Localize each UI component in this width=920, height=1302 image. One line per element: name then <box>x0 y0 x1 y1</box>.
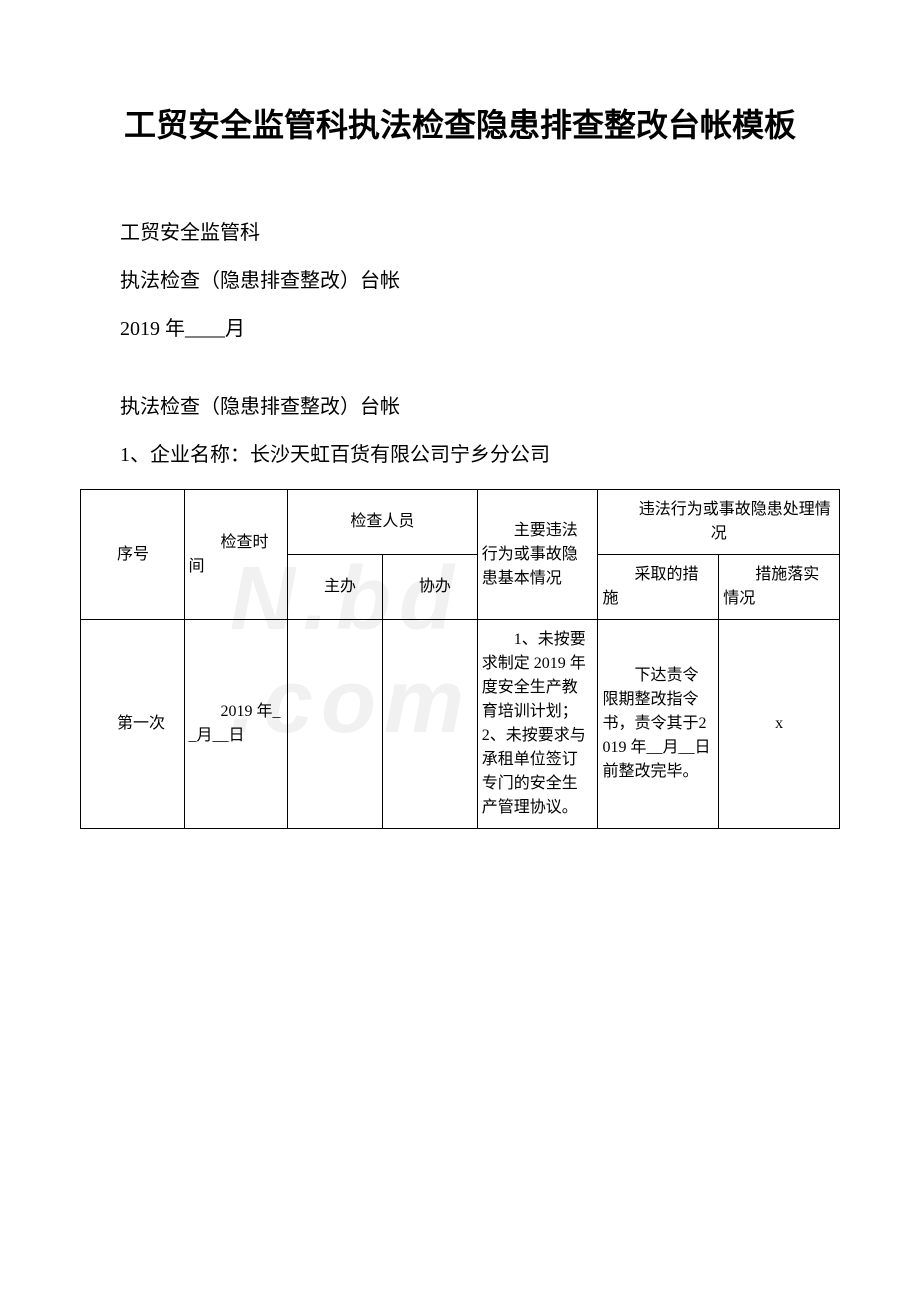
header-situation: 主要违法行为或事故隐患基本情况 <box>477 490 598 620</box>
header-xieban: 协办 <box>382 555 477 620</box>
header-zhuban: 主办 <box>288 555 383 620</box>
cell-implement: x <box>719 620 840 829</box>
page-content: 工贸安全监管科执法检查隐患排查整改台帐模板 工贸安全监管科 执法检查（隐患排查整… <box>80 100 840 829</box>
intro-line-2: 执法检查（隐患排查整改）台帐 <box>80 259 840 303</box>
inspection-table-container: 序号 检查时间 检查人员 主要违法行为或事故隐患基本情况 违法行为或事故隐患处理… <box>80 489 840 829</box>
header-inspectors: 检查人员 <box>288 490 478 555</box>
intro-line-3: 2019 年____月 <box>80 307 840 351</box>
inspection-table: 序号 检查时间 检查人员 主要违法行为或事故隐患基本情况 违法行为或事故隐患处理… <box>80 489 840 829</box>
cell-zhuban <box>288 620 383 829</box>
intro-line-1: 工贸安全监管科 <box>80 211 840 255</box>
document-title: 工贸安全监管科执法检查隐患排查整改台帐模板 <box>80 100 840 151</box>
intro-line-4: 执法检查（隐患排查整改）台帐 <box>80 385 840 429</box>
header-seq: 序号 <box>81 490 185 620</box>
cell-time: 2019 年__月__日 <box>184 620 288 829</box>
table-row: 第一次 2019 年__月__日 1、未按要求制定 2019 年度安全生产教育培… <box>81 620 840 829</box>
intro-line-5: 1、企业名称：长沙天虹百货有限公司宁乡分公司 <box>80 433 840 477</box>
cell-seq: 第一次 <box>81 620 185 829</box>
header-handling: 违法行为或事故隐患处理情况 <box>598 490 840 555</box>
table-header-row-1: 序号 检查时间 检查人员 主要违法行为或事故隐患基本情况 违法行为或事故隐患处理… <box>81 490 840 555</box>
cell-situation: 1、未按要求制定 2019 年度安全生产教育培训计划；2、未按要求与承租单位签订… <box>477 620 598 829</box>
cell-xieban <box>382 620 477 829</box>
header-implement: 措施落实情况 <box>719 555 840 620</box>
header-time: 检查时间 <box>184 490 288 620</box>
header-measures: 采取的措施 <box>598 555 719 620</box>
cell-measures: 下达责令限期整改指令书，责令其于2019 年__月__日前整改完毕。 <box>598 620 719 829</box>
